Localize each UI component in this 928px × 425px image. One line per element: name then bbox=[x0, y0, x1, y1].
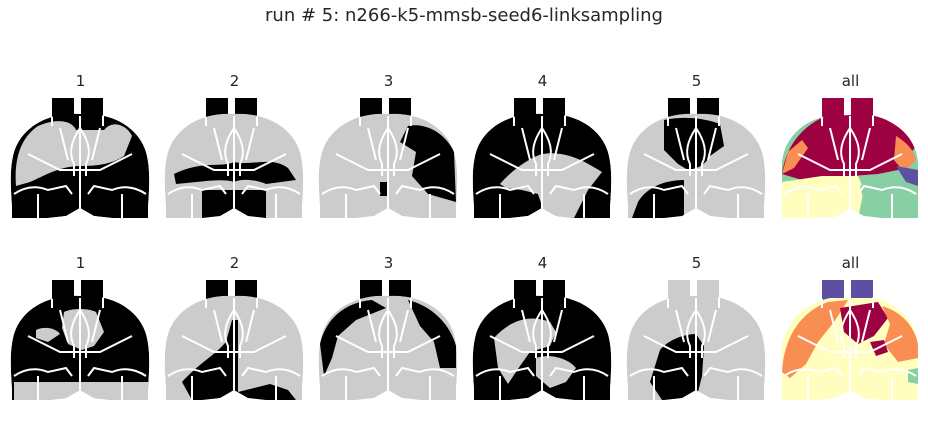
panel-title: 5 bbox=[691, 72, 702, 90]
figure-title: run # 5: n266-k5-mmsb-seed6-linksampling bbox=[265, 5, 663, 26]
cluster-region bbox=[782, 176, 864, 218]
brain-panel-r1-cluster-3: 3 bbox=[316, 72, 461, 224]
brain-panel-r1-all: all bbox=[778, 72, 923, 224]
brain-map bbox=[472, 98, 612, 218]
cluster-mask-area bbox=[400, 125, 456, 202]
cluster-mask-area bbox=[536, 356, 576, 388]
cluster-region bbox=[860, 174, 918, 218]
panel-title: 1 bbox=[75, 72, 86, 90]
cluster-region bbox=[882, 306, 918, 362]
brain-map bbox=[626, 98, 766, 218]
cluster-region bbox=[782, 140, 808, 174]
panel-title: all bbox=[841, 254, 860, 272]
panel-title: 3 bbox=[383, 254, 394, 272]
panel-title: 4 bbox=[537, 72, 548, 90]
brain-panel-r2-cluster-1: 1 bbox=[8, 254, 153, 406]
brain-panel-r2-cluster-5: 5 bbox=[624, 254, 769, 406]
panel-title: 2 bbox=[229, 72, 240, 90]
brain-map bbox=[164, 280, 304, 400]
cluster-region bbox=[894, 136, 916, 172]
brain-map bbox=[164, 98, 304, 218]
brain-panel-r1-cluster-4: 4 bbox=[470, 72, 615, 224]
panel-title: 4 bbox=[537, 254, 548, 272]
brain-panel-r1-cluster-1: 1 bbox=[8, 72, 153, 224]
brain-panel-r1-cluster-5: 5 bbox=[624, 72, 769, 224]
cluster-mask-area bbox=[15, 121, 132, 186]
brain-panel-r2-cluster-3: 3 bbox=[316, 254, 461, 406]
brain-map bbox=[782, 280, 918, 400]
brain-panel-r1-cluster-2: 2 bbox=[162, 72, 307, 224]
cluster-mask-area bbox=[408, 300, 456, 368]
panel-title: 3 bbox=[383, 72, 394, 90]
brain-panel-r2-cluster-4: 4 bbox=[470, 254, 615, 406]
panel-title: all bbox=[841, 72, 860, 90]
brain-panel-r2-all: all bbox=[778, 254, 923, 406]
brain-map bbox=[10, 280, 150, 400]
cluster-mask-area bbox=[320, 300, 386, 376]
cluster-mask-area bbox=[380, 182, 388, 196]
cluster-mask-area bbox=[182, 320, 296, 400]
brain-map bbox=[472, 280, 612, 400]
panel-title: 1 bbox=[75, 254, 86, 272]
panel-title: 2 bbox=[229, 254, 240, 272]
brain-map bbox=[10, 98, 150, 218]
cluster-mask-area bbox=[14, 382, 150, 400]
brain-map bbox=[318, 280, 458, 400]
panel-title: 5 bbox=[691, 254, 702, 272]
brain-map bbox=[318, 98, 458, 218]
cluster-mask-area bbox=[36, 327, 60, 342]
brain-map bbox=[626, 280, 766, 400]
cluster-region bbox=[908, 368, 918, 384]
cluster-region bbox=[896, 166, 918, 186]
cluster-mask-area bbox=[632, 180, 684, 218]
brain-map bbox=[782, 98, 918, 218]
brain-panel-r2-cluster-2: 2 bbox=[162, 254, 307, 406]
